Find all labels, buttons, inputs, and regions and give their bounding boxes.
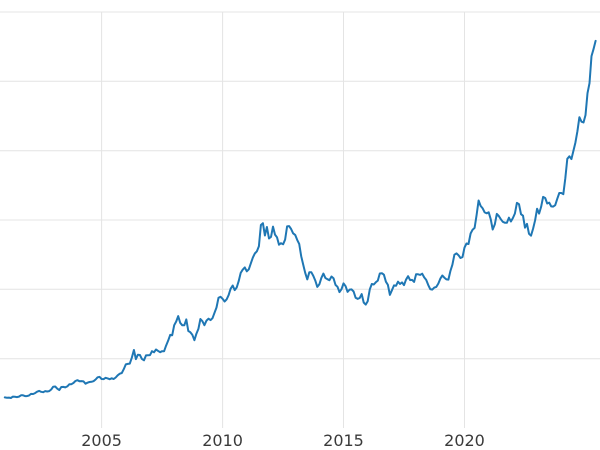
x-tick-label: 2020 xyxy=(444,431,485,450)
price-line xyxy=(3,39,597,399)
x-tick-label: 2010 xyxy=(202,431,243,450)
x-tick-label: 2015 xyxy=(323,431,364,450)
x-tick-label: 2005 xyxy=(81,431,122,450)
